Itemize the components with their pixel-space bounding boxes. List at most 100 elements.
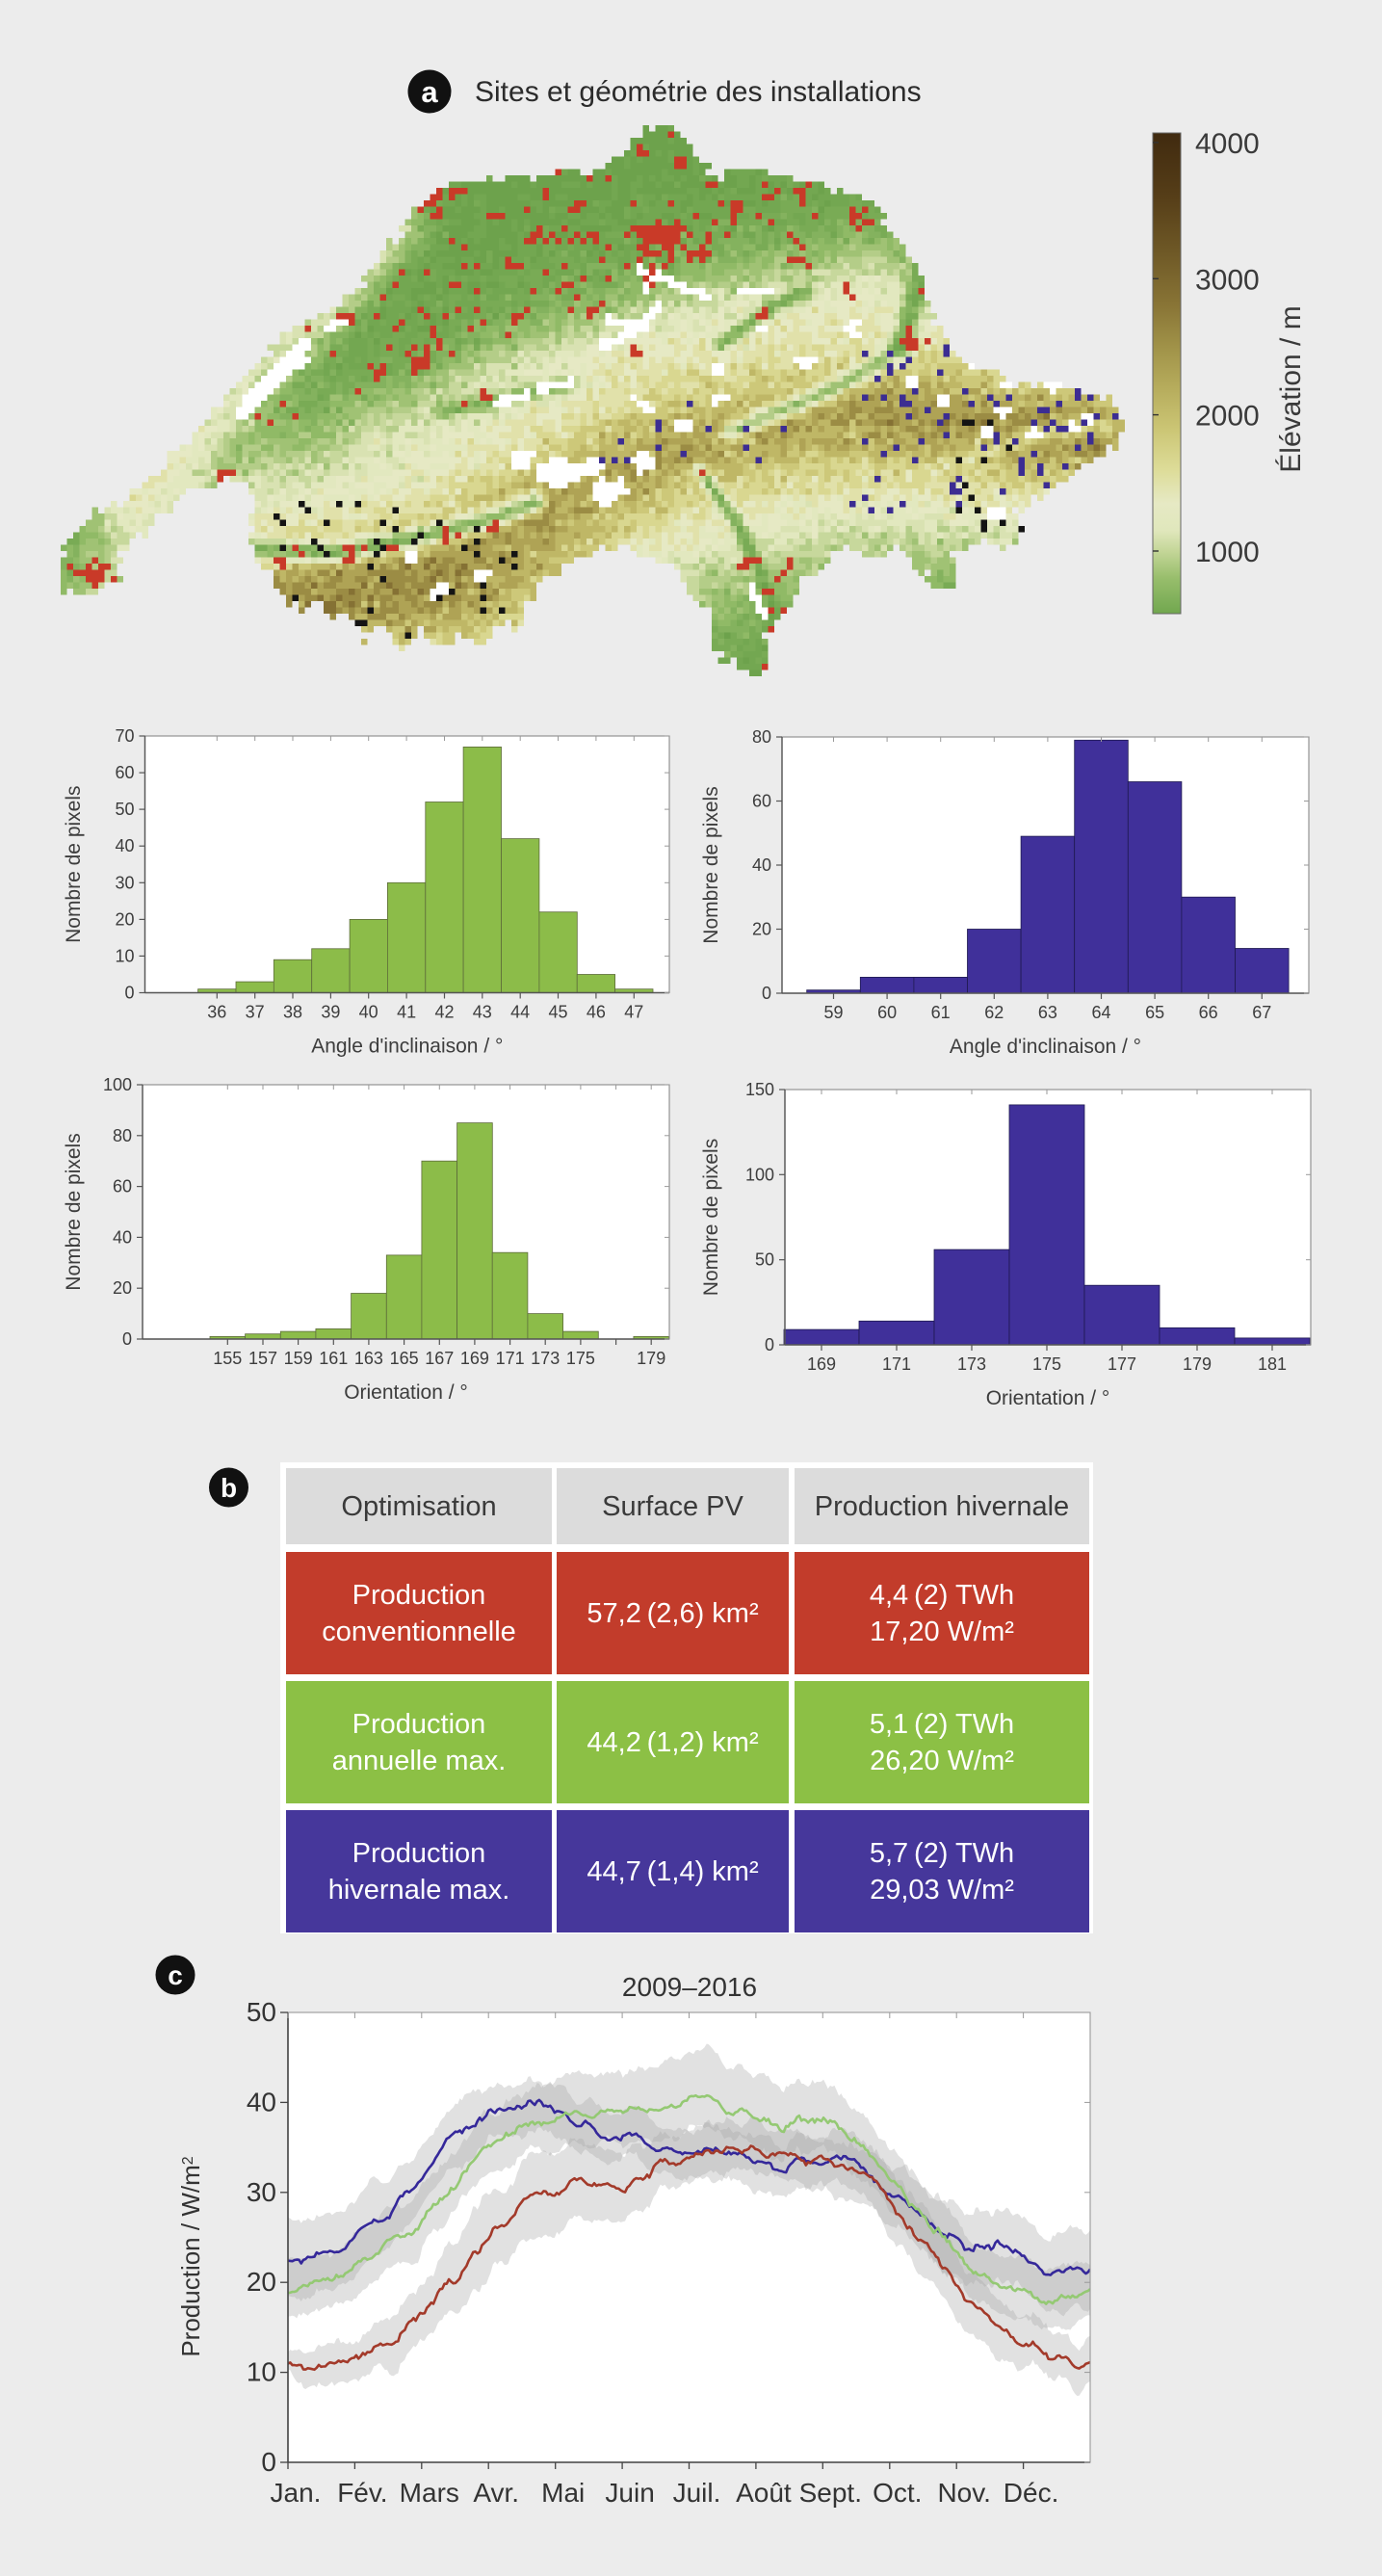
- svg-text:47: 47: [624, 1003, 643, 1022]
- svg-text:59: 59: [823, 1003, 843, 1022]
- svg-text:60: 60: [752, 792, 771, 811]
- svg-text:150: 150: [745, 1080, 774, 1099]
- svg-text:165: 165: [390, 1349, 419, 1368]
- svg-text:46: 46: [587, 1003, 606, 1022]
- svg-text:65: 65: [1145, 1003, 1164, 1022]
- svg-text:171: 171: [882, 1354, 911, 1374]
- svg-text:161: 161: [319, 1349, 348, 1368]
- svg-text:50: 50: [755, 1250, 774, 1270]
- svg-text:10: 10: [247, 2357, 276, 2387]
- svg-text:30: 30: [247, 2177, 276, 2207]
- svg-text:173: 173: [957, 1354, 986, 1374]
- svg-text:Déc.: Déc.: [1004, 2478, 1059, 2508]
- svg-text:Élévation / m: Élévation / m: [1275, 305, 1307, 472]
- svg-text:44: 44: [510, 1003, 530, 1022]
- svg-text:80: 80: [752, 727, 771, 747]
- svg-text:40: 40: [115, 836, 134, 855]
- svg-text:157: 157: [248, 1349, 277, 1368]
- svg-text:Orientation / °: Orientation / °: [344, 1381, 468, 1404]
- svg-text:2009–2016: 2009–2016: [622, 1972, 757, 2002]
- svg-text:20: 20: [115, 909, 134, 929]
- svg-text:Production / W/m2: Production / W/m2: [176, 2156, 205, 2356]
- svg-text:0: 0: [765, 1335, 774, 1354]
- svg-text:c: c: [168, 1960, 183, 1990]
- svg-text:Nov.: Nov.: [937, 2478, 991, 2508]
- svg-text:64: 64: [1091, 1003, 1110, 1022]
- svg-text:63: 63: [1038, 1003, 1057, 1022]
- svg-text:179: 179: [1183, 1354, 1212, 1374]
- svg-text:1000: 1000: [1195, 537, 1260, 568]
- svg-text:Juil.: Juil.: [673, 2478, 721, 2508]
- svg-text:181: 181: [1258, 1354, 1287, 1374]
- svg-text:60: 60: [115, 763, 134, 782]
- svg-text:Mai: Mai: [541, 2478, 585, 2508]
- svg-text:39: 39: [321, 1003, 340, 1022]
- svg-text:20: 20: [752, 920, 771, 939]
- svg-text:4000: 4000: [1195, 128, 1260, 160]
- svg-text:177: 177: [1108, 1354, 1136, 1374]
- svg-text:167: 167: [425, 1349, 454, 1368]
- svg-text:Fév.: Fév.: [337, 2478, 387, 2508]
- svg-text:Jan.: Jan.: [271, 2478, 322, 2508]
- svg-text:Orientation / °: Orientation / °: [986, 1387, 1110, 1409]
- svg-text:155: 155: [213, 1349, 242, 1368]
- svg-text:Nombre de pixels: Nombre de pixels: [700, 786, 722, 943]
- svg-text:Avr.: Avr.: [473, 2478, 519, 2508]
- svg-text:Juin: Juin: [605, 2478, 654, 2508]
- svg-text:179: 179: [637, 1349, 665, 1368]
- svg-text:10: 10: [115, 946, 134, 965]
- svg-text:0: 0: [124, 984, 134, 1003]
- svg-text:a: a: [421, 75, 438, 109]
- svg-text:169: 169: [807, 1354, 836, 1374]
- svg-text:40: 40: [359, 1003, 378, 1022]
- svg-text:37: 37: [246, 1003, 265, 1022]
- svg-text:70: 70: [115, 726, 134, 746]
- svg-text:171: 171: [496, 1349, 525, 1368]
- svg-text:62: 62: [984, 1003, 1004, 1022]
- svg-text:3000: 3000: [1195, 264, 1260, 296]
- svg-text:Angle d'inclinaison / °: Angle d'inclinaison / °: [950, 1036, 1141, 1058]
- svg-text:45: 45: [548, 1003, 567, 1022]
- svg-text:41: 41: [397, 1003, 416, 1022]
- svg-text:100: 100: [103, 1075, 132, 1094]
- svg-text:43: 43: [473, 1003, 492, 1022]
- svg-text:40: 40: [752, 855, 771, 875]
- svg-text:20: 20: [113, 1278, 132, 1298]
- svg-text:36: 36: [207, 1003, 226, 1022]
- svg-text:61: 61: [931, 1003, 951, 1022]
- svg-text:0: 0: [122, 1329, 132, 1349]
- svg-text:159: 159: [284, 1349, 313, 1368]
- svg-text:Nombre de pixels: Nombre de pixels: [63, 1133, 85, 1290]
- svg-text:20: 20: [247, 2267, 276, 2297]
- svg-text:Mars: Mars: [400, 2478, 459, 2508]
- svg-text:2000: 2000: [1195, 401, 1260, 433]
- svg-text:80: 80: [113, 1126, 132, 1145]
- svg-text:Nombre de pixels: Nombre de pixels: [700, 1139, 722, 1296]
- svg-text:0: 0: [762, 984, 771, 1003]
- svg-text:50: 50: [247, 1997, 276, 2027]
- svg-text:Nombre de pixels: Nombre de pixels: [63, 785, 85, 942]
- svg-text:66: 66: [1199, 1003, 1218, 1022]
- svg-text:Sites et géométrie des install: Sites et géométrie des installations: [475, 76, 922, 108]
- svg-text:Oct.: Oct.: [873, 2478, 922, 2508]
- svg-text:60: 60: [877, 1003, 897, 1022]
- svg-text:42: 42: [434, 1003, 454, 1022]
- svg-text:40: 40: [247, 2087, 276, 2116]
- svg-text:Août: Août: [736, 2478, 792, 2508]
- svg-text:169: 169: [460, 1349, 489, 1368]
- svg-text:0: 0: [261, 2447, 276, 2477]
- svg-text:173: 173: [531, 1349, 560, 1368]
- svg-text:60: 60: [113, 1177, 132, 1196]
- svg-text:50: 50: [115, 800, 134, 819]
- svg-text:175: 175: [1032, 1354, 1061, 1374]
- svg-text:Sept.: Sept.: [799, 2478, 862, 2508]
- svg-text:30: 30: [115, 873, 134, 892]
- svg-text:100: 100: [745, 1165, 774, 1184]
- svg-text:163: 163: [354, 1349, 383, 1368]
- svg-text:67: 67: [1252, 1003, 1271, 1022]
- svg-text:40: 40: [113, 1227, 132, 1247]
- svg-text:175: 175: [566, 1349, 595, 1368]
- svg-text:Angle d'inclinaison / °: Angle d'inclinaison / °: [311, 1036, 503, 1058]
- svg-text:38: 38: [283, 1003, 302, 1022]
- svg-text:b: b: [221, 1473, 237, 1503]
